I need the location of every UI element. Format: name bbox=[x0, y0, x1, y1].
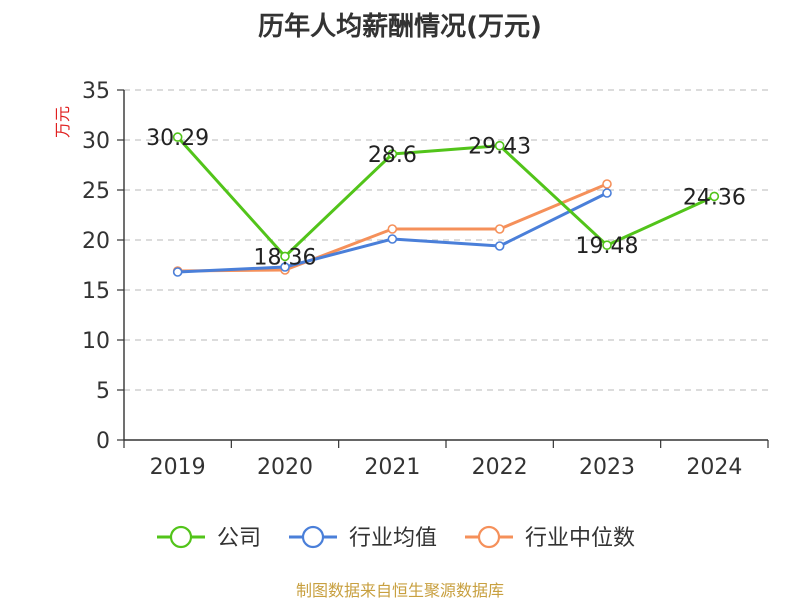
data-point bbox=[602, 179, 612, 189]
legend-label: 公司 bbox=[217, 526, 261, 551]
legend-label: 行业均值 bbox=[349, 526, 437, 551]
chart-title: 历年人均薪酬情况(万元) bbox=[258, 12, 542, 42]
data-point bbox=[494, 241, 505, 251]
legend-label: 行业中位数 bbox=[525, 526, 635, 551]
legend-marker bbox=[169, 525, 193, 549]
data-point bbox=[280, 262, 290, 272]
x-tick-label: 2021 bbox=[364, 455, 420, 480]
y-tick-label: 15 bbox=[82, 279, 110, 304]
source-note: 制图数据来自恒生聚源数据库 bbox=[295, 581, 504, 600]
data-point bbox=[602, 188, 612, 198]
data-point bbox=[494, 140, 505, 151]
data-point bbox=[602, 240, 612, 250]
legend-marker bbox=[301, 525, 325, 549]
series-line bbox=[176, 136, 715, 258]
data-label: 24.36 bbox=[683, 185, 746, 210]
data-point bbox=[172, 132, 183, 142]
data-point bbox=[172, 267, 183, 277]
data-label: 18.36 bbox=[254, 245, 317, 270]
data-point bbox=[494, 224, 505, 234]
data-point bbox=[387, 224, 398, 234]
y-tick-label: 5 bbox=[96, 379, 110, 404]
series-lines bbox=[172, 132, 720, 277]
data-label: 30.29 bbox=[146, 126, 209, 151]
x-tick-label: 2024 bbox=[686, 455, 742, 480]
legend-marker bbox=[477, 525, 501, 549]
data-point bbox=[280, 251, 290, 262]
x-tick-label: 2022 bbox=[472, 455, 528, 480]
data-labels: 30.29 18.36 28.6 29.43 19.48 24.36 bbox=[146, 126, 746, 270]
y-tick-label: 35 bbox=[82, 79, 110, 104]
y-tick-label: 0 bbox=[96, 429, 110, 454]
data-point bbox=[387, 149, 398, 159]
x-tick-label: 2020 bbox=[257, 455, 313, 480]
x-tick-label: 2023 bbox=[579, 455, 635, 480]
data-label: 19.48 bbox=[576, 234, 639, 259]
legend: 公司 行业均值 行业中位数 bbox=[157, 525, 635, 551]
data-point bbox=[709, 191, 720, 202]
y-tick-label: 25 bbox=[82, 179, 110, 204]
y-axis-unit-label: 万元 bbox=[53, 106, 72, 138]
x-tick-label: 2019 bbox=[150, 455, 206, 480]
axes: 0 5 10 15 20 25 30 35 2019 2020 2021 2022 2023 2024 bbox=[82, 79, 769, 480]
data-point bbox=[387, 234, 398, 244]
y-tick-label: 10 bbox=[82, 329, 110, 354]
data-label: 29.43 bbox=[468, 135, 531, 160]
y-tick-label: 30 bbox=[82, 129, 110, 154]
data-label: 28.6 bbox=[368, 143, 417, 168]
y-tick-label: 20 bbox=[82, 229, 110, 254]
gridlines bbox=[124, 89, 768, 391]
